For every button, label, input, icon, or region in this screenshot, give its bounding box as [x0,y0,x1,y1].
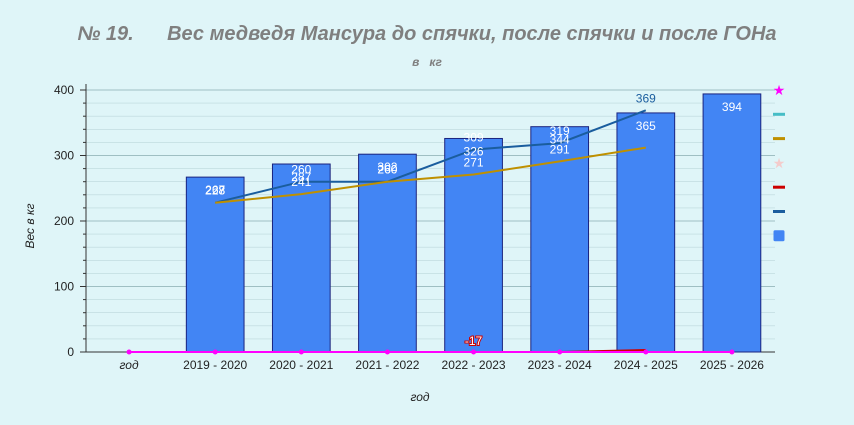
series-line [214,109,647,204]
legend-line-icon [773,210,785,213]
chart-title: № 19. Вес медведя Мансура до спячки, пос… [77,23,776,45]
legend-line-icon [773,137,785,141]
legend-box-icon [773,230,785,242]
chart-subtitle: в кг [412,55,442,69]
y-tick-label: 200 [54,214,74,228]
line-data-label: 241 [291,175,311,189]
series-point [729,349,735,355]
bar-data-label: 365 [636,119,656,133]
y-tick-label: 100 [54,280,74,294]
x-tick-label: 2022 - 2023 [442,358,506,372]
data-labels: 267 287 302 326 344 365 394 228 260 260 309 319 369 2… [205,91,742,349]
x-tick-label: год [120,358,139,372]
bar [616,112,676,353]
x-tick-label: 2020 - 2021 [269,358,333,372]
x-tick-label: 2021 - 2022 [355,358,419,372]
series-point [557,349,563,355]
bar-data-label: 287 [291,170,311,184]
series-point [212,349,218,355]
bar-data-label: 302 [377,160,397,174]
series-point [298,349,304,355]
bar [185,176,245,353]
line-series [126,109,735,355]
x-categories: год 2019 - 2020 2020 - 2021 2021 - 2022 2022… [120,358,765,372]
x-axis-label: год [410,390,429,404]
bar-data-label: 326 [464,144,484,158]
bar-series [185,93,762,353]
bar [358,153,417,353]
line-data-label-halo: -17 [465,334,483,348]
line-data-label: 319 [550,124,570,138]
bar-data-label: 267 [205,183,225,197]
series-line [215,146,646,204]
line-data-label: 260 [377,163,397,177]
legend-star-icon: ★ [773,83,786,99]
legend-star-icon: ★ [773,156,786,172]
bar [271,163,331,353]
legend-line-icon [773,185,785,189]
line-data-label: 260 [291,163,311,177]
series-point [384,349,390,355]
y-tick-label: 0 [67,345,74,359]
bar-data-label: 394 [722,100,742,114]
line-data-label: -17 [465,334,483,348]
y-ticks: 0 100 200 300 400 [54,83,87,359]
y-axis-label: Вес в кг [23,203,37,248]
x-tick-label: 2024 - 2025 [614,358,678,372]
line-data-label: 291 [550,142,570,156]
series-point [471,349,477,355]
x-tick-label: 2025 - 2026 [700,358,764,372]
line-data-label: 260 [377,163,397,177]
x-tick-label: 2019 - 2020 [183,358,247,372]
y-tick-label: 400 [54,83,74,97]
line-data-label: 309 [464,131,484,145]
bar [702,93,762,353]
legend: ★★ [773,83,786,242]
line-data-label: 228 [205,184,225,198]
series-point [643,349,649,355]
series-point [126,349,132,355]
line-data-label: 369 [636,91,656,105]
line-data-label: 271 [464,155,484,169]
x-tick-label: 2023 - 2024 [528,358,592,372]
bar-data-label: 344 [550,133,570,147]
line-data-label: 228 [205,184,225,198]
legend-line-icon [773,112,785,116]
y-tick-label: 300 [54,149,74,163]
